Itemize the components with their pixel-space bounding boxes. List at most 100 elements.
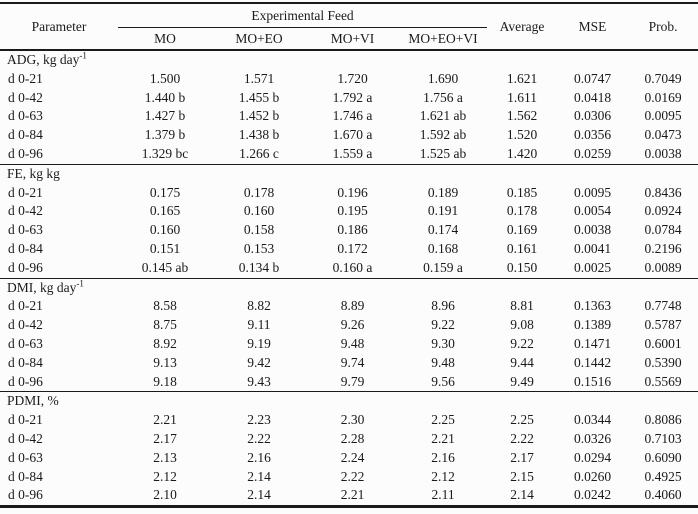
table-cell: 0.150 xyxy=(506,259,538,275)
table-cell: 1.792 a xyxy=(332,89,373,105)
table-cell: 0.0356 xyxy=(573,127,612,143)
table-cell: 2.25 xyxy=(431,412,455,428)
table-cell: 2.11 xyxy=(431,487,455,503)
table-cell: 0.161 xyxy=(506,240,538,256)
table-cell: 0.1363 xyxy=(573,298,612,314)
table-cell: 2.15 xyxy=(510,468,534,484)
table-cell: 2.10 xyxy=(153,487,177,503)
table-cell: 8.58 xyxy=(153,298,177,314)
table-cell: 9.22 xyxy=(510,335,534,351)
row-parameter: d 0-96 xyxy=(8,145,43,161)
table-cell: 0.0747 xyxy=(573,70,612,86)
table-cell: 8.92 xyxy=(153,335,177,351)
table-cell: 0.153 xyxy=(243,240,275,256)
table-cell: 0.160 xyxy=(149,222,181,238)
table-cell: 8.89 xyxy=(340,298,365,314)
table-row: d 0-84 2.12 2.14 2.22 2.12 2.15 0.0260 0.4925 xyxy=(0,468,698,487)
table-body: ADG, kg day-1 d 0-21 1.500 1.571 1.720 1.690 1… xyxy=(0,50,698,507)
section-label-superscript: -1 xyxy=(79,50,87,61)
table-cell: 0.191 xyxy=(427,203,459,219)
table-cell: 1.520 xyxy=(506,127,538,143)
table-cell: 0.0038 xyxy=(644,145,682,161)
table-cell: 0.185 xyxy=(506,184,538,200)
section-label: ADG, kg day-1 xyxy=(0,50,698,70)
section-label: PDMI, % xyxy=(0,391,698,412)
section-label-text: DMI, kg day xyxy=(7,279,77,295)
table-row: d 0-96 2.10 2.14 2.21 2.11 2.14 0.0242 0.4060 xyxy=(0,486,698,506)
table-cell: 0.0260 xyxy=(573,468,612,484)
table-cell: 0.189 xyxy=(427,184,459,200)
table-cell: 9.18 xyxy=(153,373,177,389)
row-parameter: d 0-96 xyxy=(8,487,43,503)
table-cell: 2.13 xyxy=(153,449,177,465)
table-row: d 0-42 0.165 0.160 0.195 0.191 0.178 0.0054 0.0… xyxy=(0,202,698,221)
table-cell: 0.0054 xyxy=(573,203,612,219)
table-cell: 9.43 xyxy=(247,373,271,389)
table-cell: 8.81 xyxy=(510,298,534,314)
table-cell: 9.30 xyxy=(431,335,455,351)
table-cell: 9.42 xyxy=(247,354,271,370)
table-header: Parameter Experimental Feed Average MSE … xyxy=(0,3,698,51)
table-cell: 2.12 xyxy=(431,468,455,484)
section-header-row: PDMI, % xyxy=(0,391,698,412)
table-cell: 0.134 b xyxy=(238,259,280,275)
table-cell: 2.22 xyxy=(340,468,365,484)
table-cell: 0.145 ab xyxy=(141,259,189,275)
row-parameter: d 0-21 xyxy=(8,298,43,314)
table-cell: 8.75 xyxy=(153,317,177,333)
table-cell: 1.670 a xyxy=(332,127,373,143)
section-label-text: ADG, kg day xyxy=(7,52,80,67)
table-row: d 0-21 8.58 8.82 8.89 8.96 8.81 0.1363 0.7748 xyxy=(0,297,698,316)
table-cell: 0.1516 xyxy=(573,373,612,389)
table-cell: 0.8086 xyxy=(644,412,682,428)
column-group-experimental-feed: Experimental Feed xyxy=(118,3,488,28)
table-cell: 0.165 xyxy=(149,203,181,219)
table-cell: 1.452 b xyxy=(238,108,280,124)
table-cell: 0.159 a xyxy=(423,259,463,275)
table-cell: 0.0924 xyxy=(644,203,682,219)
table-cell: 9.13 xyxy=(153,354,177,370)
table-cell: 2.16 xyxy=(431,449,455,465)
table-row: d 0-63 8.92 9.19 9.48 9.30 9.22 0.1471 0.6001 xyxy=(0,335,698,354)
column-header-parameter: Parameter xyxy=(0,3,118,51)
table-cell: 0.1389 xyxy=(573,317,612,333)
table-cell: 0.0784 xyxy=(644,222,682,238)
table-cell: 9.48 xyxy=(431,354,455,370)
section-label-text: FE, kg kg xyxy=(7,165,60,181)
table-row: d 0-96 1.329 bc 1.266 c 1.559 a 1.525 ab 1.42… xyxy=(0,145,698,164)
row-parameter: d 0-42 xyxy=(8,430,43,446)
table-cell: 0.0306 xyxy=(573,108,612,124)
column-header-average: Average xyxy=(487,3,558,51)
table-cell: 0.6001 xyxy=(644,335,682,351)
table-cell: 8.82 xyxy=(247,298,271,314)
table-cell: 0.0041 xyxy=(573,240,612,256)
table-cell: 0.160 a xyxy=(332,259,373,275)
table-cell: 1.592 ab xyxy=(419,127,467,143)
table-cell: 0.0242 xyxy=(573,487,612,503)
table-cell: 0.0089 xyxy=(644,259,682,275)
table-cell: 0.1471 xyxy=(573,335,612,351)
table-cell: 0.0473 xyxy=(644,127,682,143)
table-cell: 0.6090 xyxy=(644,449,682,465)
table-cell: 1.562 xyxy=(506,108,538,124)
table-cell: 0.5390 xyxy=(644,354,682,370)
table-cell: 0.151 xyxy=(149,240,181,256)
table-cell: 8.96 xyxy=(431,298,455,314)
table-cell: 0.186 xyxy=(337,222,368,238)
table-cell: 2.14 xyxy=(247,468,271,484)
table-cell: 1.746 a xyxy=(332,108,373,124)
row-parameter: d 0-21 xyxy=(8,412,43,428)
table-row: d 0-63 1.427 b 1.452 b 1.746 a 1.621 ab 1.562… xyxy=(0,107,698,126)
table-cell: 0.0025 xyxy=(573,259,612,275)
section-label: FE, kg kg xyxy=(0,163,698,184)
table-cell: 0.8436 xyxy=(644,184,682,200)
table-cell: 0.5787 xyxy=(644,317,682,333)
table-cell: 0.4925 xyxy=(644,468,682,484)
table-cell: 2.16 xyxy=(247,449,271,465)
table-cell: 2.21 xyxy=(340,487,365,503)
row-parameter: d 0-42 xyxy=(8,203,43,219)
table-row: d 0-21 1.500 1.571 1.720 1.690 1.621 0.0747 0.7… xyxy=(0,70,698,89)
table-cell: 2.21 xyxy=(431,430,455,446)
table-cell: 9.48 xyxy=(340,335,365,351)
